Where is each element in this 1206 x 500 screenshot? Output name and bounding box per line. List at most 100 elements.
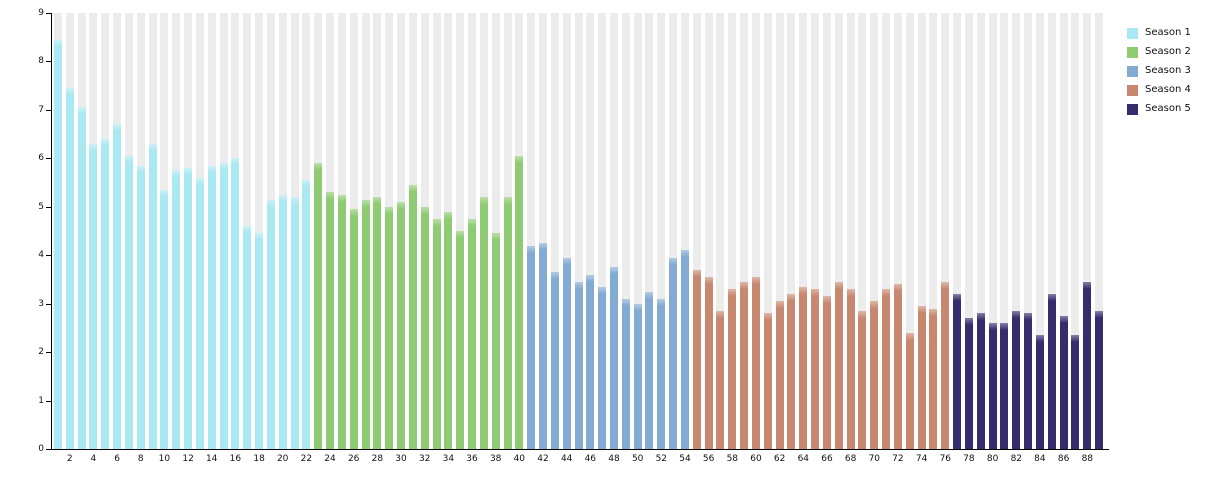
bar-episode-3 xyxy=(77,107,86,449)
y-tick-mark xyxy=(46,206,51,208)
legend-label: Season 1 xyxy=(1145,27,1191,38)
background-stripe xyxy=(1024,13,1033,449)
bar-episode-66 xyxy=(822,296,831,449)
y-tick-label: 0 xyxy=(38,444,44,454)
x-tick-label: 2 xyxy=(66,454,73,464)
x-tick-label: 20 xyxy=(276,454,289,464)
x-tick-label: 78 xyxy=(963,454,975,464)
bar-episode-21 xyxy=(290,197,299,449)
x-tick-label: 6 xyxy=(114,454,120,464)
bar-episode-11 xyxy=(172,170,181,449)
x-tick-label: 16 xyxy=(229,454,242,464)
y-tick-mark xyxy=(46,303,51,305)
bar-episode-74 xyxy=(917,306,926,449)
x-tick-label: 56 xyxy=(702,454,715,464)
x-tick-label: 34 xyxy=(442,454,455,464)
bar-episode-42 xyxy=(539,243,547,449)
bar-episode-83 xyxy=(1024,313,1033,449)
bar-episode-59 xyxy=(740,281,749,449)
y-tick-mark xyxy=(46,449,51,450)
bar-episode-17 xyxy=(243,226,252,449)
background-stripe xyxy=(527,13,536,449)
x-tick-label: 60 xyxy=(750,454,762,464)
bar-episode-34 xyxy=(444,211,453,449)
x-tick-label: 48 xyxy=(608,454,620,464)
y-tick-label: 9 xyxy=(38,8,44,18)
background-stripe xyxy=(657,13,666,449)
x-tick-label: 38 xyxy=(489,454,502,464)
x-tick-label: 22 xyxy=(300,454,313,464)
bar-episode-15 xyxy=(219,163,228,449)
bar-episode-65 xyxy=(811,289,820,449)
bar-episode-75 xyxy=(929,308,938,449)
bar-episode-82 xyxy=(1012,310,1021,449)
background-stripe xyxy=(1012,13,1021,449)
bar-episode-54 xyxy=(680,250,689,449)
x-tick-label: 58 xyxy=(726,454,739,464)
bar-episode-28 xyxy=(373,197,382,449)
x-tick-label: 54 xyxy=(679,454,691,464)
bar-episode-86 xyxy=(1059,315,1068,449)
x-tick-label: 12 xyxy=(182,454,194,464)
bar-episode-63 xyxy=(787,293,796,449)
background-stripe xyxy=(834,13,843,449)
background-stripe xyxy=(716,13,725,449)
background-stripe xyxy=(669,13,678,449)
x-tick-label: 88 xyxy=(1081,454,1094,464)
background-stripe xyxy=(1035,13,1044,449)
x-tick-label: 44 xyxy=(560,454,573,464)
x-tick-label: 68 xyxy=(844,454,857,464)
bar-episode-44 xyxy=(562,257,571,449)
background-stripe xyxy=(598,13,607,449)
y-axis-line xyxy=(51,13,52,450)
background-stripe xyxy=(846,13,855,449)
background-stripe xyxy=(1047,13,1056,449)
background-stripe xyxy=(858,13,867,449)
background-stripe xyxy=(751,13,760,449)
bar-episode-79 xyxy=(976,313,985,449)
legend-label: Season 4 xyxy=(1145,84,1191,95)
bar-episode-88 xyxy=(1083,281,1092,449)
bar-episode-7 xyxy=(124,155,133,449)
background-stripe xyxy=(917,13,926,449)
x-tick-label: 24 xyxy=(324,454,336,464)
bar-episode-58 xyxy=(728,289,737,449)
bar-episode-9 xyxy=(148,143,157,449)
legend-swatch-season-1 xyxy=(1127,28,1138,39)
background-stripe xyxy=(692,13,701,449)
x-axis-line xyxy=(51,449,1109,450)
bar-episode-36 xyxy=(468,218,477,449)
bar-episode-80 xyxy=(988,323,997,449)
bar-episode-40 xyxy=(515,155,524,449)
bar-episode-72 xyxy=(893,284,902,449)
bar-episode-50 xyxy=(633,303,642,449)
y-tick-mark xyxy=(46,352,51,354)
background-stripe xyxy=(822,13,831,449)
x-tick-label: 72 xyxy=(892,454,904,464)
bar-episode-27 xyxy=(361,199,370,449)
bar-episode-49 xyxy=(621,298,630,449)
bar-episode-84 xyxy=(1035,335,1044,449)
bar-episode-26 xyxy=(349,209,358,449)
y-tick-label: 1 xyxy=(38,395,44,406)
y-tick-label: 7 xyxy=(38,104,44,115)
bar-episode-33 xyxy=(432,218,441,449)
bar-episode-2 xyxy=(65,88,74,449)
bar-episode-69 xyxy=(858,310,867,449)
bar-episode-8 xyxy=(136,165,145,449)
bar-episode-48 xyxy=(609,267,618,449)
legend-label: Season 5 xyxy=(1145,103,1191,114)
x-tick-label: 10 xyxy=(158,454,171,464)
background-stripe xyxy=(1071,13,1080,449)
x-tick-label: 42 xyxy=(537,454,549,464)
bar-episode-16 xyxy=(231,158,240,449)
legend-swatch-season-3 xyxy=(1127,66,1138,77)
bar-episode-47 xyxy=(598,286,607,449)
background-stripe xyxy=(255,13,264,449)
y-tick-mark xyxy=(46,255,51,257)
bar-episode-41 xyxy=(527,245,536,449)
y-tick-label: 2 xyxy=(38,347,44,358)
y-tick-mark xyxy=(46,109,51,111)
bar-episode-19 xyxy=(266,199,275,449)
background-stripe xyxy=(609,13,618,449)
